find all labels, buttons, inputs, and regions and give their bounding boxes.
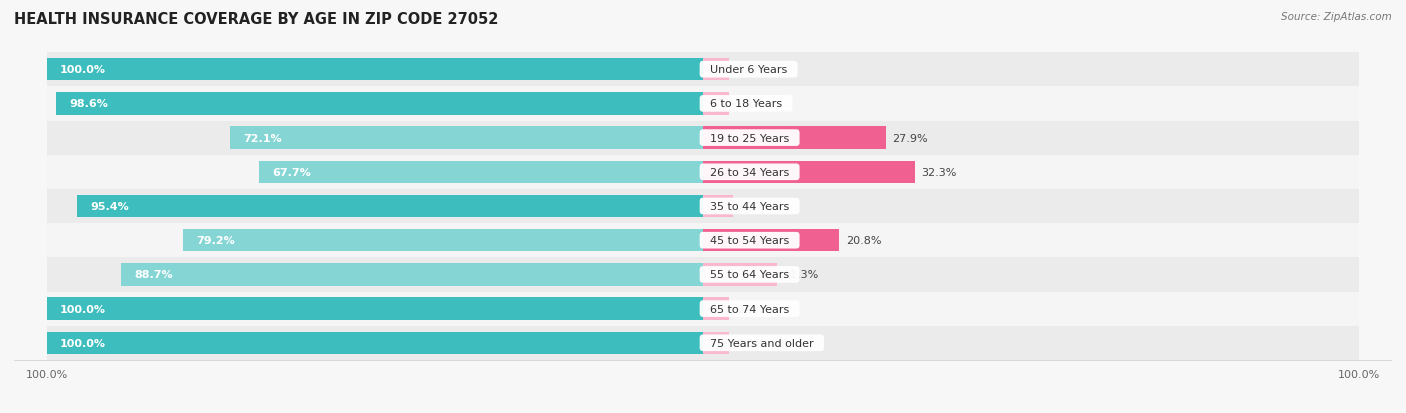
Bar <box>46 258 1360 292</box>
Bar <box>231 127 703 150</box>
Bar <box>46 292 1360 326</box>
Text: 0.0%: 0.0% <box>735 338 763 348</box>
Text: 67.7%: 67.7% <box>271 167 311 177</box>
Text: 35 to 44 Years: 35 to 44 Years <box>703 202 796 211</box>
Text: 20.8%: 20.8% <box>846 236 882 246</box>
Text: 98.6%: 98.6% <box>69 99 108 109</box>
Text: 55 to 64 Years: 55 to 64 Years <box>703 270 796 280</box>
Text: 100.0%: 100.0% <box>60 338 105 348</box>
Bar <box>703 59 730 81</box>
Bar <box>703 161 915 183</box>
Bar <box>703 230 839 252</box>
Text: 27.9%: 27.9% <box>893 133 928 143</box>
Text: Under 6 Years: Under 6 Years <box>703 65 794 75</box>
Text: 100.0%: 100.0% <box>60 304 105 314</box>
Text: 1.4%: 1.4% <box>735 99 765 109</box>
Bar <box>703 298 730 320</box>
Bar <box>703 332 730 354</box>
Bar <box>46 190 1360 223</box>
Bar <box>46 332 703 354</box>
Bar <box>259 161 703 183</box>
Bar <box>46 121 1360 155</box>
Bar <box>121 263 703 286</box>
Bar <box>703 127 886 150</box>
Bar <box>46 223 1360 258</box>
Bar <box>46 298 703 320</box>
Text: 19 to 25 Years: 19 to 25 Years <box>703 133 796 143</box>
Bar <box>703 263 778 286</box>
Text: 11.3%: 11.3% <box>783 270 818 280</box>
Bar <box>77 195 703 218</box>
Bar <box>703 93 730 115</box>
Bar <box>46 59 703 81</box>
Text: 26 to 34 Years: 26 to 34 Years <box>703 167 796 177</box>
Text: HEALTH INSURANCE COVERAGE BY AGE IN ZIP CODE 27052: HEALTH INSURANCE COVERAGE BY AGE IN ZIP … <box>14 12 499 27</box>
Bar <box>46 53 1360 87</box>
Text: 45 to 54 Years: 45 to 54 Years <box>703 236 796 246</box>
Text: 100.0%: 100.0% <box>60 65 105 75</box>
Text: 65 to 74 Years: 65 to 74 Years <box>703 304 796 314</box>
Bar <box>46 326 1360 360</box>
Bar <box>183 230 703 252</box>
Text: 75 Years and older: 75 Years and older <box>703 338 821 348</box>
Text: 0.0%: 0.0% <box>735 65 763 75</box>
Text: 72.1%: 72.1% <box>243 133 281 143</box>
Bar <box>703 195 733 218</box>
Text: 88.7%: 88.7% <box>134 270 173 280</box>
Bar <box>46 155 1360 190</box>
Text: 0.0%: 0.0% <box>735 304 763 314</box>
Text: 6 to 18 Years: 6 to 18 Years <box>703 99 789 109</box>
Text: 95.4%: 95.4% <box>90 202 129 211</box>
Bar <box>56 93 703 115</box>
Bar <box>46 87 1360 121</box>
Text: 4.6%: 4.6% <box>740 202 768 211</box>
Text: 32.3%: 32.3% <box>921 167 957 177</box>
Text: Source: ZipAtlas.com: Source: ZipAtlas.com <box>1281 12 1392 22</box>
Text: 79.2%: 79.2% <box>197 236 235 246</box>
